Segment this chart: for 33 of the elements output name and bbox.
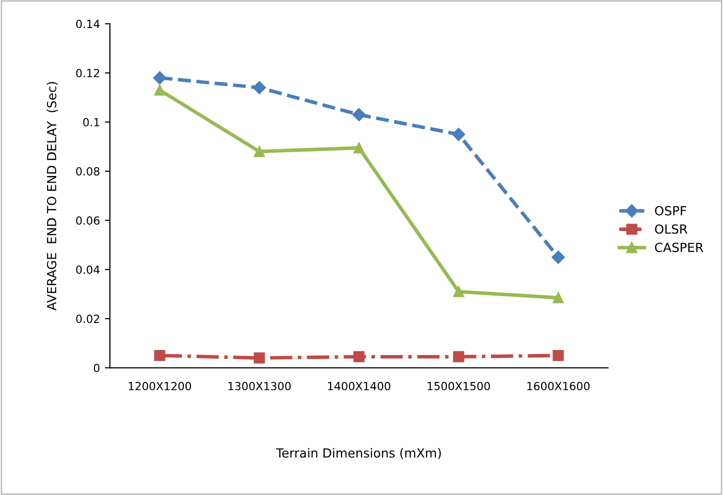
point (453, 286, 464, 298)
point (552, 250, 565, 264)
x-tick-label: 1300X1300 (228, 382, 291, 390)
x-axis-title: Terrain Dimensions (mXm) (276, 448, 441, 460)
y-tick-label: 0.06 (76, 216, 100, 225)
y-axis-title: AVERAGE END TO END DELAY (Sec) (46, 82, 58, 310)
point (154, 84, 166, 96)
y-tick-label: 0.12 (76, 68, 100, 78)
point (453, 351, 464, 362)
legend-label: OLSR (654, 224, 688, 234)
y-tick-label: 0.02 (76, 314, 100, 324)
y-tick-label: 0 (94, 364, 100, 372)
y-tick-label: 0.14 (76, 20, 100, 28)
point (552, 350, 564, 362)
x-tick-label: 1500X1500 (428, 382, 490, 390)
point (552, 292, 564, 304)
legend-label: OSPF (654, 206, 686, 216)
point (452, 128, 466, 141)
x-tick-label: 1400X1400 (328, 382, 390, 390)
y-tick-label: 0.1 (83, 118, 100, 126)
point (353, 142, 365, 154)
point (153, 71, 166, 84)
point (254, 352, 265, 364)
point (353, 351, 365, 362)
point (154, 350, 166, 362)
y-tick-label: 0.04 (76, 265, 100, 274)
y-tick-label: 0.08 (76, 167, 100, 176)
point (352, 108, 366, 122)
point (254, 146, 265, 158)
x-tick-label: 1200X1200 (128, 382, 192, 390)
x-tick-label: 1600X1600 (527, 382, 590, 390)
point (252, 81, 266, 94)
legend-label: CASPER (654, 242, 704, 252)
